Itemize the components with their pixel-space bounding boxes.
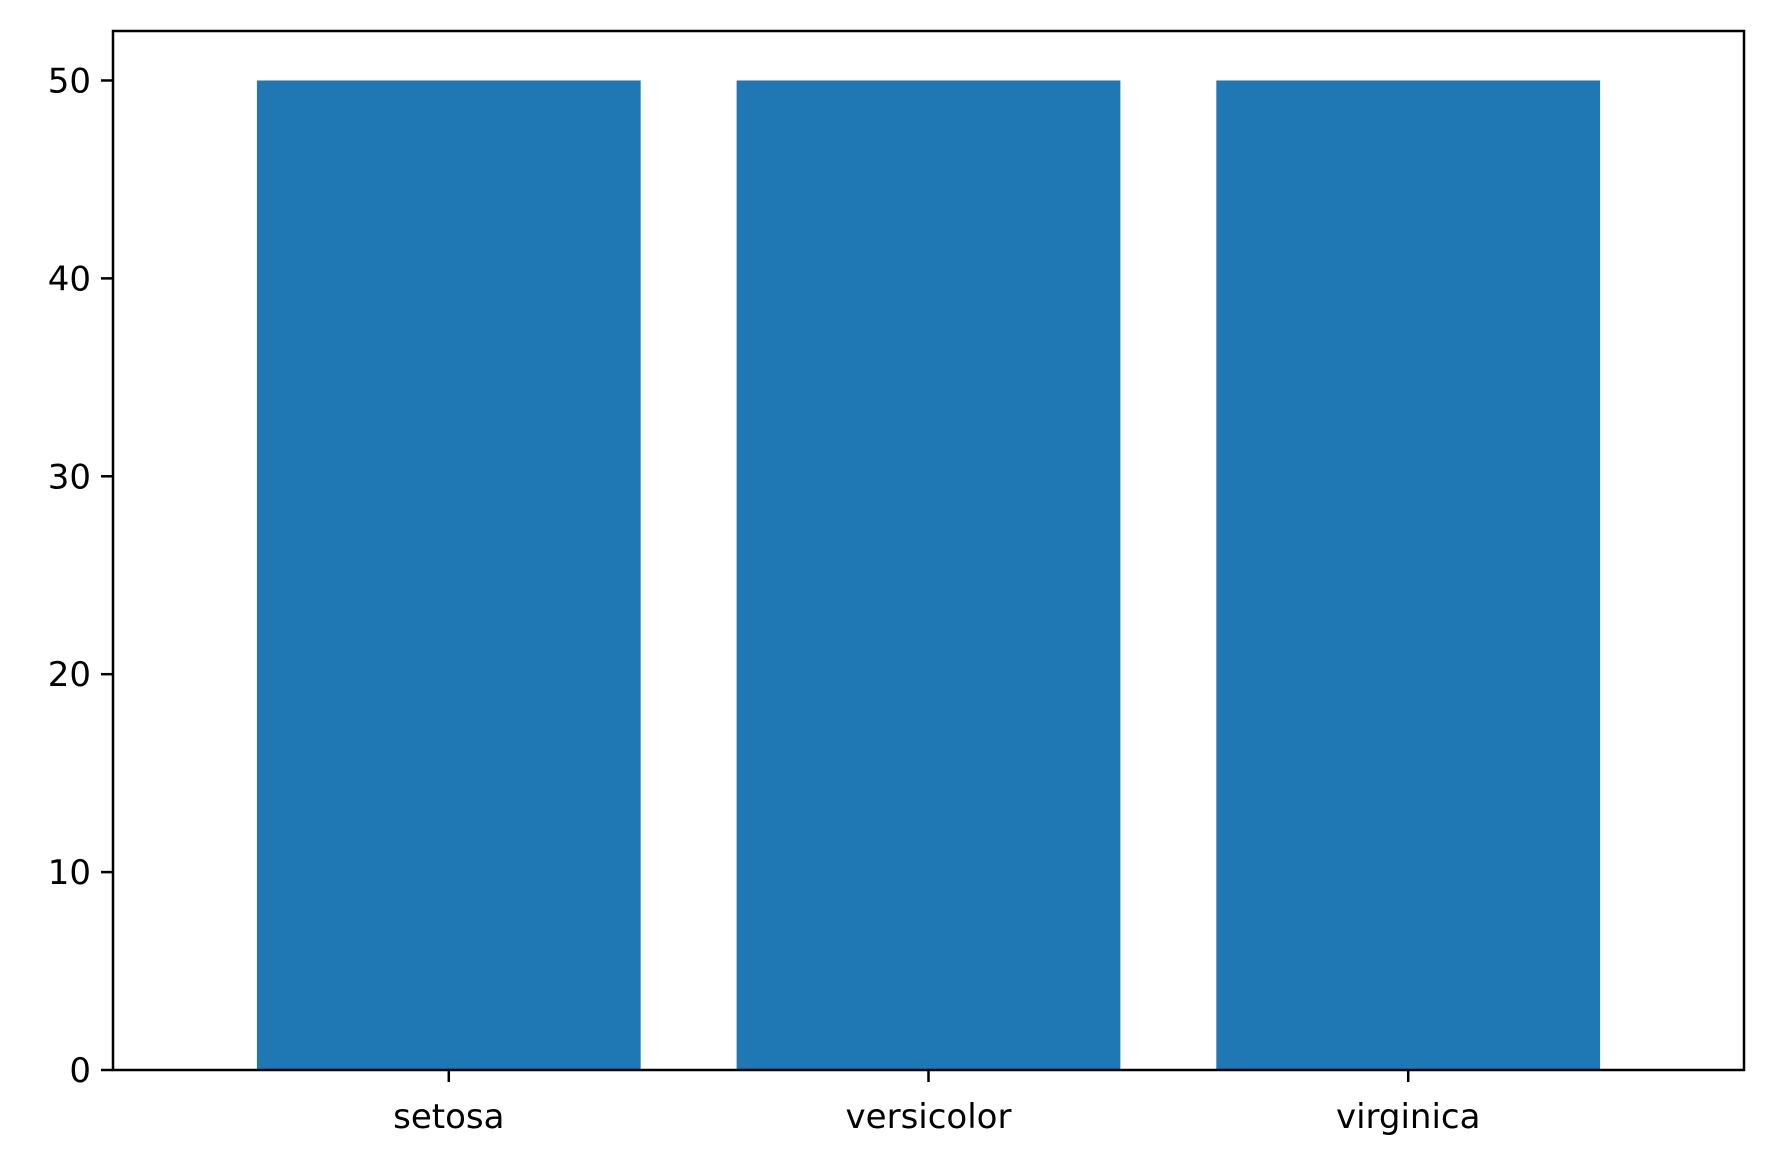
x-tick-label: setosa	[393, 1097, 504, 1137]
bars-layer	[256, 80, 1601, 1070]
y-tick-label: 20	[48, 655, 91, 695]
y-tick-label: 30	[48, 457, 91, 497]
bar-versicolor	[736, 80, 1121, 1070]
y-tick-label: 10	[48, 853, 91, 893]
bar-setosa	[256, 80, 641, 1070]
y-tick-label: 50	[48, 61, 91, 101]
y-axis-ticks: 0 10 20 30 40 50	[48, 61, 113, 1091]
x-axis-ticks: setosa versicolor virginica	[393, 1070, 1480, 1137]
x-tick-label: virginica	[1336, 1097, 1481, 1137]
bar-virginica	[1216, 80, 1601, 1070]
y-tick-label: 40	[48, 259, 91, 299]
x-tick-label: versicolor	[846, 1097, 1012, 1137]
y-tick-label: 0	[69, 1051, 91, 1091]
